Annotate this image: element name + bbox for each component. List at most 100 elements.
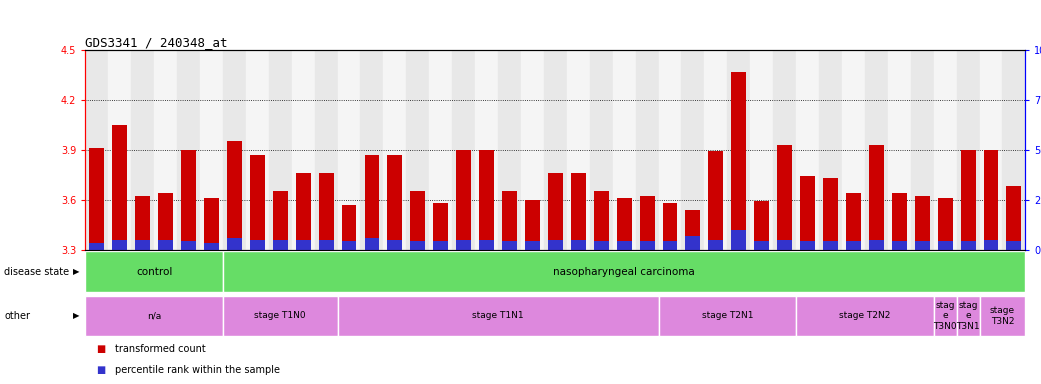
Bar: [387, 240, 402, 250]
Bar: [911, 50, 934, 250]
Bar: [227, 238, 242, 250]
Text: control: control: [136, 266, 173, 277]
Bar: [341, 241, 356, 250]
Text: stage
T3N2: stage T3N2: [990, 306, 1015, 326]
Text: stage T2N1: stage T2N1: [702, 311, 753, 320]
Bar: [639, 241, 655, 250]
Bar: [801, 176, 815, 250]
Bar: [915, 196, 930, 250]
Text: nasopharyngeal carcinoma: nasopharyngeal carcinoma: [553, 266, 695, 277]
Bar: [728, 50, 751, 250]
Bar: [227, 141, 242, 250]
Bar: [223, 50, 246, 250]
Bar: [709, 151, 723, 250]
Bar: [90, 148, 104, 250]
Bar: [383, 50, 406, 250]
Bar: [250, 155, 264, 250]
Bar: [984, 240, 998, 250]
Bar: [639, 196, 655, 250]
Bar: [269, 50, 291, 250]
Bar: [452, 50, 475, 250]
Bar: [570, 173, 586, 250]
Bar: [1007, 186, 1021, 250]
Bar: [364, 238, 379, 250]
Text: disease state: disease state: [4, 266, 70, 277]
Bar: [773, 50, 796, 250]
Bar: [751, 50, 773, 250]
Bar: [204, 198, 219, 250]
Text: stage T2N2: stage T2N2: [839, 311, 891, 320]
Bar: [1007, 241, 1021, 250]
Bar: [846, 193, 861, 250]
Bar: [360, 50, 383, 250]
Bar: [980, 296, 1025, 336]
Bar: [85, 50, 108, 250]
Bar: [498, 50, 520, 250]
Text: stag
e
T3N1: stag e T3N1: [957, 301, 980, 331]
Bar: [938, 198, 953, 250]
Bar: [112, 240, 127, 250]
Bar: [590, 50, 613, 250]
Bar: [938, 241, 953, 250]
Bar: [296, 240, 310, 250]
Bar: [934, 296, 957, 336]
Text: ■: ■: [96, 344, 105, 354]
Bar: [685, 236, 701, 250]
Bar: [980, 50, 1002, 250]
Bar: [616, 241, 632, 250]
Text: percentile rank within the sample: percentile rank within the sample: [115, 365, 280, 375]
Bar: [456, 150, 472, 250]
Bar: [613, 50, 636, 250]
Bar: [250, 240, 264, 250]
Bar: [319, 240, 333, 250]
Bar: [823, 178, 838, 250]
Bar: [636, 50, 659, 250]
Bar: [892, 193, 907, 250]
Bar: [406, 50, 429, 250]
Bar: [341, 205, 356, 250]
Bar: [296, 173, 310, 250]
Bar: [429, 50, 452, 250]
Bar: [108, 50, 131, 250]
Bar: [433, 203, 449, 250]
Bar: [593, 241, 609, 250]
Bar: [984, 150, 998, 250]
Bar: [846, 241, 861, 250]
Bar: [662, 203, 678, 250]
Bar: [543, 50, 567, 250]
Text: stage T1N1: stage T1N1: [473, 311, 524, 320]
Bar: [616, 198, 632, 250]
Bar: [364, 155, 379, 250]
Bar: [709, 240, 723, 250]
Bar: [659, 296, 796, 336]
Bar: [433, 241, 449, 250]
Text: transformed count: transformed count: [115, 344, 205, 354]
Bar: [456, 240, 472, 250]
Bar: [682, 50, 705, 250]
Bar: [85, 296, 223, 336]
Bar: [819, 50, 842, 250]
Bar: [223, 252, 1025, 292]
Bar: [387, 155, 402, 250]
Bar: [662, 241, 678, 250]
Bar: [479, 240, 494, 250]
Bar: [154, 50, 177, 250]
Bar: [200, 50, 223, 250]
Bar: [823, 241, 838, 250]
Bar: [246, 50, 269, 250]
Text: other: other: [4, 311, 30, 321]
Bar: [796, 296, 934, 336]
Bar: [659, 50, 682, 250]
Text: stag
e
T3N0: stag e T3N0: [934, 301, 957, 331]
Bar: [158, 240, 173, 250]
Bar: [548, 240, 563, 250]
Bar: [1002, 50, 1025, 250]
Bar: [888, 50, 911, 250]
Bar: [732, 71, 746, 250]
Bar: [131, 50, 154, 250]
Bar: [755, 201, 769, 250]
Bar: [548, 173, 563, 250]
Bar: [410, 191, 426, 250]
Bar: [934, 50, 957, 250]
Bar: [291, 50, 314, 250]
